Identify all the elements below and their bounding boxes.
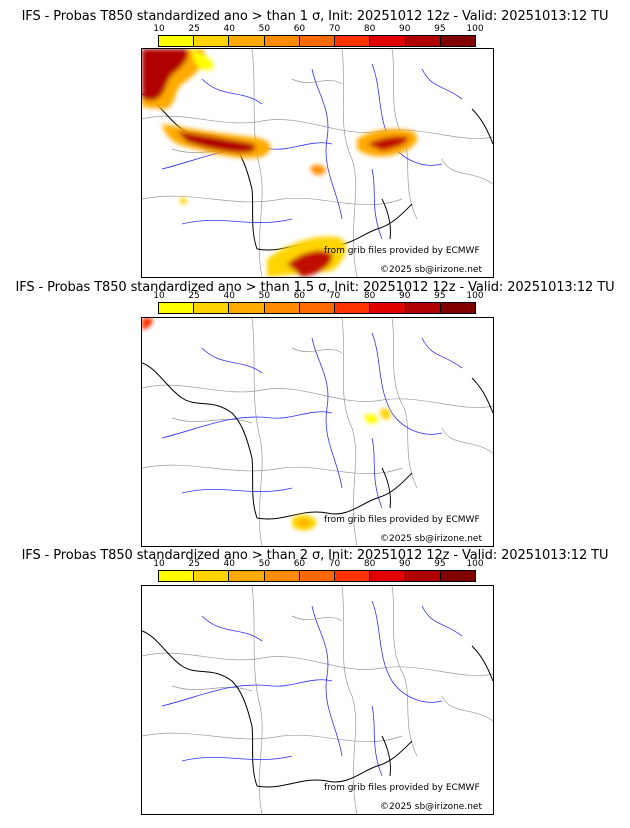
colorbar-swatch bbox=[440, 303, 475, 313]
colorbar-swatch bbox=[194, 571, 230, 581]
rivers bbox=[161, 600, 463, 777]
colorbar: 10 25 40 50 60 70 80 90 95 100 bbox=[153, 24, 484, 47]
colorbar-swatch bbox=[299, 36, 336, 46]
rivers bbox=[161, 332, 463, 509]
colorbar-tick-label: 50 bbox=[258, 291, 271, 301]
credit-copyright: ©2025 sb@irizone.net bbox=[380, 265, 482, 275]
colorbar-swatch bbox=[229, 303, 265, 313]
probability-map: from grib files provided by ECMWF ©2025 … bbox=[141, 48, 494, 278]
colorbar-swatch bbox=[194, 36, 230, 46]
colorbar-swatch bbox=[159, 36, 195, 46]
colorbar-swatches bbox=[158, 570, 476, 582]
colorbar-tick-label: 90 bbox=[399, 24, 411, 34]
map-canvas bbox=[142, 318, 493, 546]
colorbar-tick-label: 70 bbox=[328, 24, 341, 34]
colorbar-tick-label: 100 bbox=[466, 291, 484, 301]
colorbar-tick-label: 50 bbox=[258, 24, 271, 34]
coastline bbox=[142, 362, 493, 520]
colorbar-tick-label: 40 bbox=[223, 559, 235, 569]
colorbar: 10 25 40 50 60 70 80 90 95 100 bbox=[153, 291, 484, 314]
map-title: IFS - Probas T850 standardized ano > tha… bbox=[15, 280, 615, 295]
colorbar-swatch bbox=[370, 303, 406, 313]
colorbar-swatch bbox=[159, 571, 195, 581]
map-canvas bbox=[142, 49, 493, 277]
colorbar-swatches bbox=[158, 35, 476, 47]
colorbar-tick-label: 80 bbox=[363, 24, 376, 34]
rivers bbox=[161, 63, 463, 240]
colorbar-tick-label: 60 bbox=[293, 559, 306, 569]
colorbar-tick-label: 10 bbox=[153, 291, 165, 301]
probability-map: from grib files provided by ECMWF ©2025 … bbox=[141, 585, 494, 815]
colorbar-swatch bbox=[335, 303, 371, 313]
colorbar-swatch bbox=[264, 571, 300, 581]
credit-source: from grib files provided by ECMWF bbox=[324, 783, 480, 793]
colorbar-tick-label: 70 bbox=[328, 291, 341, 301]
colorbar-tick-label: 60 bbox=[293, 24, 306, 34]
colorbar-ticks: 10 25 40 50 60 70 80 90 95 100 bbox=[153, 559, 483, 570]
colorbar-swatch bbox=[159, 303, 195, 313]
colorbar-swatch bbox=[335, 571, 371, 581]
colorbar-tick-label: 95 bbox=[434, 291, 446, 301]
colorbar-swatch bbox=[405, 571, 441, 581]
probability-field bbox=[142, 318, 391, 531]
colorbar-tick-label: 95 bbox=[434, 24, 446, 34]
probability-map: from grib files provided by ECMWF ©2025 … bbox=[141, 317, 494, 547]
colorbar-tick-label: 25 bbox=[188, 291, 200, 301]
colorbar-swatch bbox=[405, 303, 441, 313]
colorbar-ticks: 10 25 40 50 60 70 80 90 95 100 bbox=[153, 24, 483, 35]
colorbar-swatch bbox=[229, 571, 265, 581]
colorbar-swatch bbox=[370, 36, 406, 46]
country-borders bbox=[142, 318, 493, 546]
credit-source: from grib files provided by ECMWF bbox=[324, 515, 480, 525]
colorbar-tick-label: 50 bbox=[258, 559, 271, 569]
colorbar-swatch bbox=[229, 36, 265, 46]
map-canvas bbox=[142, 586, 493, 814]
credit-source: from grib files provided by ECMWF bbox=[324, 246, 480, 256]
colorbar-swatch bbox=[370, 571, 406, 581]
colorbar-swatch bbox=[405, 36, 441, 46]
map-title: IFS - Probas T850 standardized ano > tha… bbox=[21, 9, 609, 24]
colorbar-tick-label: 90 bbox=[399, 291, 411, 301]
map-title: IFS - Probas T850 standardized ano > tha… bbox=[21, 548, 609, 563]
colorbar-swatch bbox=[264, 303, 300, 313]
colorbar-swatch bbox=[440, 36, 475, 46]
colorbar-tick-label: 80 bbox=[363, 559, 376, 569]
colorbar-tick-label: 40 bbox=[223, 291, 235, 301]
colorbar-tick-label: 10 bbox=[153, 559, 165, 569]
colorbar-tick-label: 70 bbox=[328, 559, 341, 569]
country-borders bbox=[142, 586, 493, 814]
colorbar: 10 25 40 50 60 70 80 90 95 100 bbox=[153, 559, 484, 582]
coastline bbox=[142, 630, 493, 788]
colorbar-tick-label: 90 bbox=[399, 559, 411, 569]
colorbar-tick-label: 25 bbox=[188, 24, 200, 34]
colorbar-ticks: 10 25 40 50 60 70 80 90 95 100 bbox=[153, 291, 483, 302]
colorbar-tick-label: 80 bbox=[363, 291, 376, 301]
colorbar-swatches bbox=[158, 302, 476, 314]
colorbar-tick-label: 100 bbox=[466, 24, 484, 34]
colorbar-swatch bbox=[299, 303, 336, 313]
colorbar-tick-label: 10 bbox=[153, 24, 165, 34]
colorbar-swatch bbox=[440, 571, 475, 581]
colorbar-tick-label: 40 bbox=[223, 24, 235, 34]
credit-copyright: ©2025 sb@irizone.net bbox=[380, 802, 482, 812]
colorbar-swatch bbox=[264, 36, 300, 46]
colorbar-tick-label: 60 bbox=[293, 291, 306, 301]
colorbar-tick-label: 100 bbox=[466, 559, 484, 569]
colorbar-swatch bbox=[299, 571, 336, 581]
colorbar-swatch bbox=[194, 303, 230, 313]
colorbar-swatch bbox=[335, 36, 371, 46]
colorbar-tick-label: 25 bbox=[188, 559, 200, 569]
credit-copyright: ©2025 sb@irizone.net bbox=[380, 534, 482, 544]
colorbar-tick-label: 95 bbox=[434, 559, 446, 569]
probability-field bbox=[142, 49, 418, 277]
